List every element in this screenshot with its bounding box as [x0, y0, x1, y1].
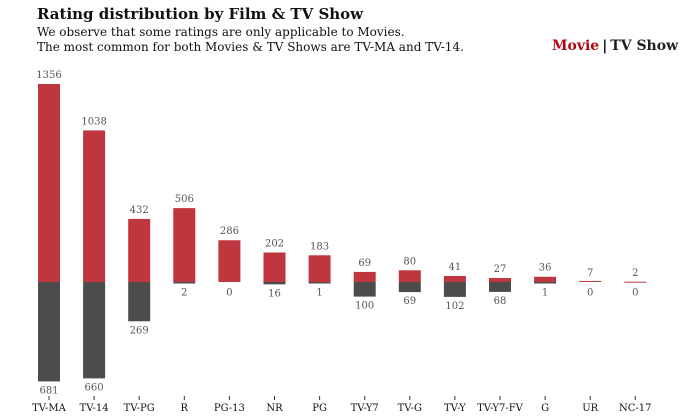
tv-show-value-label: 68	[494, 296, 507, 307]
bar-group-tv-y7: 69 100 TV-Y7	[351, 258, 379, 414]
movie-value-label: 69	[358, 258, 371, 269]
bar-group-nc-17: 2 0 NC-17	[619, 268, 652, 414]
tv-show-value-label: 0	[587, 288, 593, 299]
movie-bar	[308, 255, 331, 282]
tv-show-value-label: 2	[181, 288, 187, 299]
tv-show-value-label: 100	[355, 301, 374, 312]
movie-value-label: 1038	[81, 116, 106, 127]
movie-bar	[218, 240, 241, 282]
movie-bar	[624, 281, 647, 283]
tv-show-bar	[398, 282, 421, 293]
x-axis-label: TV-G	[398, 403, 422, 414]
bar-group-tv-14: 1038 660 TV-14	[80, 116, 109, 414]
legend-movie: Movie	[552, 38, 600, 54]
bar-group-tv-pg: 432 269 TV-PG	[124, 205, 155, 414]
tv-show-bar	[534, 282, 557, 284]
bar-group-nr: 202 16 NR	[263, 239, 286, 414]
x-axis-label: PG-13	[214, 403, 245, 414]
tv-show-bar	[443, 282, 466, 297]
x-axis-label: G	[541, 403, 549, 414]
movie-value-label: 27	[494, 264, 507, 275]
x-axis-label: TV-MA	[32, 403, 67, 414]
tv-show-value-label: 269	[130, 325, 149, 336]
x-axis-label: NC-17	[619, 403, 652, 414]
movie-value-label: 41	[449, 262, 462, 273]
bar-group-ur: 7 0 UR	[579, 268, 602, 414]
chart-title: Rating distribution by Film & TV Show	[37, 5, 364, 23]
bar-group-pg: 183 1 PG	[308, 241, 331, 414]
x-axis-label: TV-Y	[444, 403, 466, 414]
bar-group-g: 36 1 G	[534, 263, 557, 414]
chart-subtitle-line1: We observe that some ratings are only ap…	[37, 25, 405, 39]
tv-show-value-label: 16	[268, 288, 281, 299]
tv-show-value-label: 660	[85, 382, 104, 393]
x-axis-label: NR	[266, 403, 283, 414]
movie-value-label: 2	[632, 268, 638, 279]
movie-value-label: 36	[539, 263, 552, 274]
tv-show-value-label: 69	[403, 296, 416, 307]
bar-group-r: 506 2 R	[173, 194, 196, 414]
movie-value-label: 506	[175, 194, 194, 205]
bar-group-pg-13: 286 0 PG-13	[214, 226, 245, 414]
movie-bar	[398, 270, 421, 282]
tv-show-bar	[308, 282, 331, 284]
x-axis-label: TV-Y7	[351, 403, 379, 414]
movie-bar	[353, 271, 376, 282]
x-axis-label: R	[181, 403, 189, 414]
tv-show-bar	[263, 282, 286, 285]
x-axis-label: TV-Y7-FV	[477, 403, 524, 414]
legend-tv-show: TV Show	[610, 38, 679, 54]
bar-group-tv-g: 80 69 TV-G	[398, 256, 422, 414]
tv-show-value-label: 0	[632, 288, 638, 299]
movie-value-label: 202	[265, 239, 284, 250]
x-axis-label: TV-14	[80, 403, 109, 414]
movie-bar	[443, 276, 466, 282]
tv-show-bar	[489, 282, 511, 292]
movie-bar	[38, 84, 60, 282]
movie-value-label: 1356	[36, 70, 61, 81]
x-axis-label: TV-PG	[124, 403, 155, 414]
tv-show-bar	[83, 282, 106, 379]
movie-value-label: 183	[310, 241, 329, 252]
bar-group-tv-ma: 1356 681 TV-MA	[32, 70, 67, 414]
movie-bar	[173, 208, 196, 282]
movie-value-label: 432	[130, 205, 149, 216]
movie-bar	[489, 278, 511, 282]
bar-group-tv-y: 41 102 TV-Y	[443, 262, 466, 414]
legend-separator: |	[602, 38, 608, 54]
legend: Movie | TV Show	[552, 38, 678, 54]
movie-bar	[534, 276, 557, 282]
tv-show-value-label: 1	[542, 288, 548, 299]
tv-show-value-label: 0	[226, 288, 232, 299]
movie-bar	[263, 252, 286, 282]
movie-value-label: 7	[587, 268, 593, 279]
chart-subtitle-line2: The most common for both Movies & TV Sho…	[37, 40, 464, 54]
movie-value-label: 80	[403, 256, 416, 267]
tv-show-bar	[128, 282, 151, 322]
movie-bar	[83, 130, 106, 282]
x-axis-label: UR	[582, 403, 598, 414]
tv-show-bar	[353, 282, 376, 297]
movie-bar	[128, 218, 151, 282]
tv-show-value-label: 681	[39, 385, 58, 396]
tv-show-value-label: 102	[445, 301, 464, 312]
movie-bar	[579, 280, 602, 282]
tv-show-bar	[38, 282, 60, 382]
tv-show-value-label: 1	[316, 288, 322, 299]
movie-value-label: 286	[220, 226, 239, 237]
bar-group-tv-y7-fv: 27 68 TV-Y7-FV	[477, 264, 524, 414]
tv-show-bar	[173, 282, 196, 284]
x-axis-label: PG	[312, 403, 327, 414]
